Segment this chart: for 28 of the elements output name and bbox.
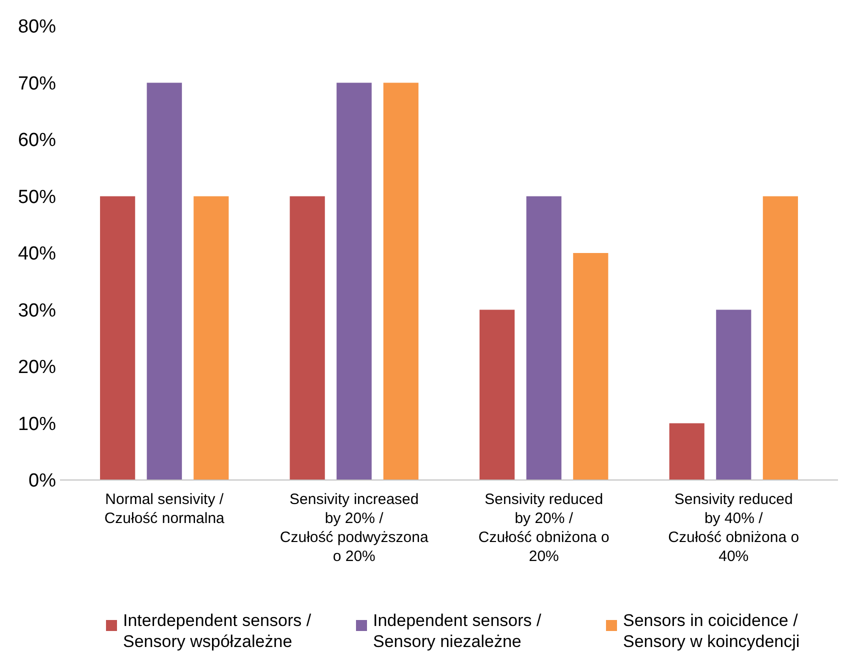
y-tick-label: 70%	[18, 73, 56, 94]
bar	[716, 310, 752, 480]
y-tick-label: 50%	[18, 186, 56, 208]
bar	[146, 82, 182, 480]
y-tick-label: 10%	[18, 414, 56, 435]
legend-label: Sensors in coicidence / Sensory w koincydencji	[623, 611, 800, 651]
bar	[669, 423, 704, 480]
y-tick-label: 60%	[18, 130, 56, 152]
x-tick-label: Normal sensivity / Czułość normalna	[104, 491, 226, 527]
y-tick-label: 20%	[18, 357, 56, 378]
bar	[762, 196, 798, 480]
y-tick-label: 40%	[18, 244, 56, 265]
y-tick-label: 0%	[28, 470, 56, 492]
bar	[194, 196, 229, 480]
bar	[336, 82, 372, 480]
y-tick-label: 30%	[18, 300, 56, 322]
x-tick-label: Sensivity reduced by 40% / Czułość obniżona o 40%	[668, 491, 800, 565]
bar	[100, 196, 136, 480]
bar	[383, 82, 418, 480]
legend-label: Independent sensors / Sensory niezależne	[373, 611, 542, 651]
bar	[573, 253, 608, 480]
bar	[526, 196, 562, 480]
bar	[480, 310, 515, 480]
legend-label: Interdependent sensors / Sensory współzależne	[123, 611, 312, 651]
x-tick-label: Sensivity reduced by 20% / Czułość obniżona o 20%	[478, 491, 610, 565]
x-tick-label: Sensivity increased by 20% / Czułość podwyższona o 20%	[280, 491, 429, 565]
bar	[290, 196, 325, 480]
y-tick-label: 80%	[18, 16, 56, 38]
